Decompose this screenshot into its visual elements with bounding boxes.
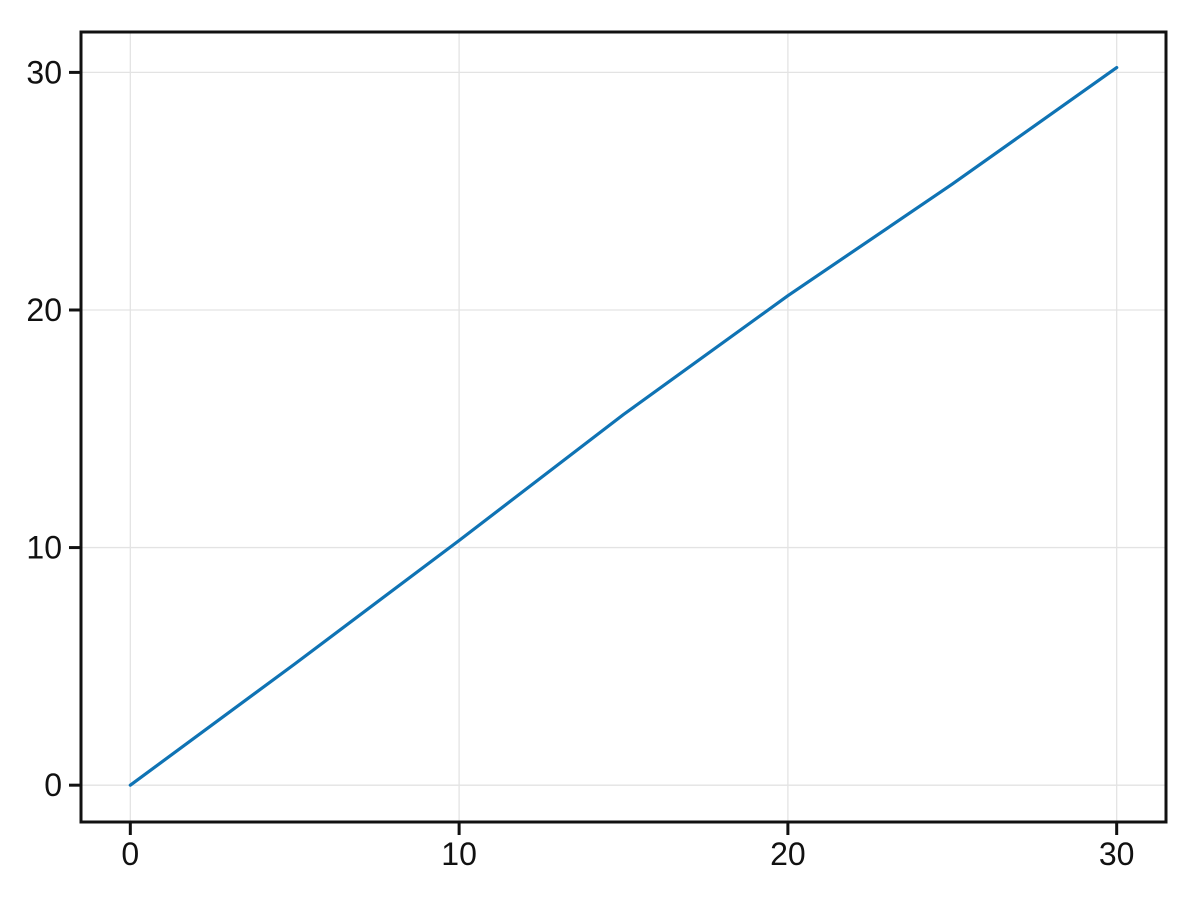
- axes-spines: [79, 30, 1168, 824]
- x-tick-label: 0: [121, 836, 139, 872]
- x-tick-label: 20: [770, 836, 806, 872]
- y-tick-label: 30: [26, 54, 62, 90]
- y-tick-label: 20: [26, 292, 62, 328]
- y-tick-label: 10: [26, 530, 62, 566]
- x-tick-label: 30: [1099, 836, 1135, 872]
- y-tick-label: 0: [44, 767, 62, 803]
- series-line: [128, 65, 1119, 787]
- x-tick-label: 10: [441, 836, 477, 872]
